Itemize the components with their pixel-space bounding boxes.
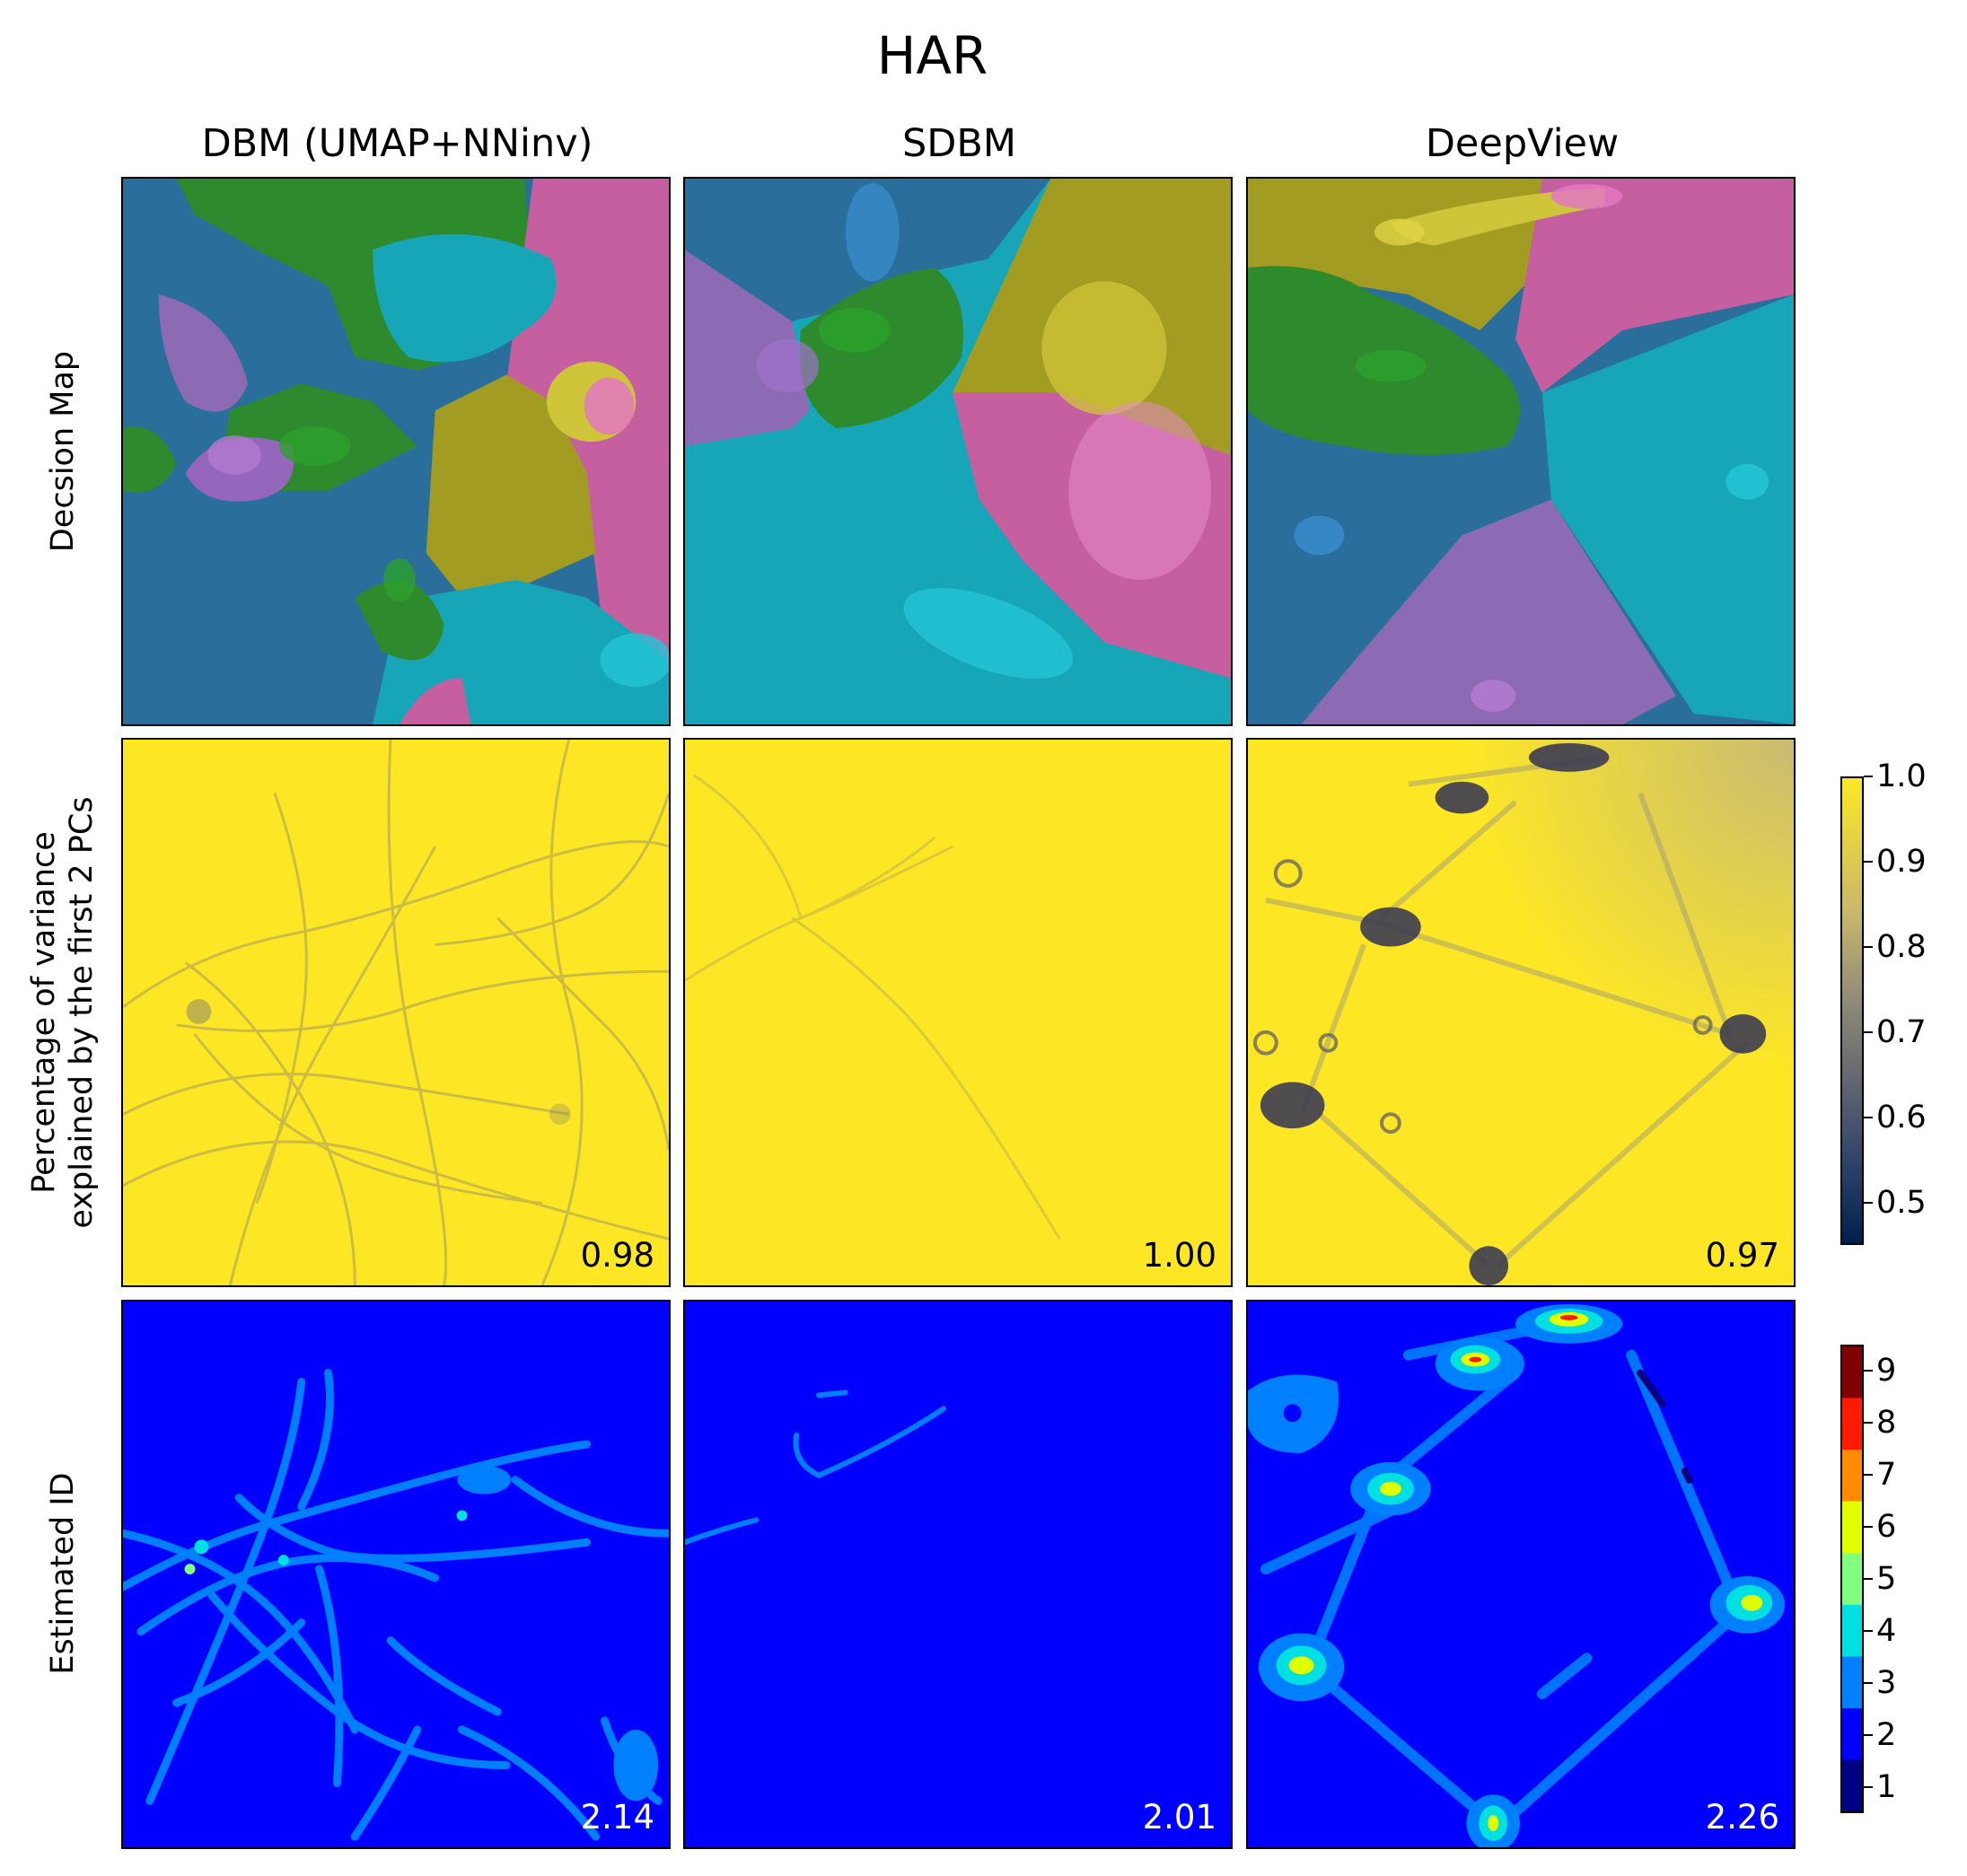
decision-map-deepview-image (1248, 179, 1794, 724)
variance-tick-mark (1864, 860, 1873, 863)
estimated-id-tick-label: 5 (1876, 1561, 1897, 1597)
variance-tick-label: 0.5 (1876, 1184, 1927, 1221)
id-deepview-image (1248, 1302, 1794, 1847)
estimated-id-tick-mark (1864, 1370, 1873, 1372)
row-label-variance: Percentage of variance explained by the … (26, 796, 100, 1229)
estimated-id-tick-mark (1864, 1578, 1873, 1580)
estimated-id-tick-mark (1864, 1526, 1873, 1528)
variance-tick-mark (1864, 1201, 1873, 1204)
estimated-id-tick-mark (1864, 1786, 1873, 1788)
variance-tick-label: 0.9 (1876, 843, 1927, 880)
column-title-deepview: DeepView (1425, 121, 1620, 166)
estimated-id-tick-label: 6 (1876, 1509, 1897, 1545)
variance-deepview-panel: 0.97 (1246, 738, 1796, 1287)
id-deepview-panel: 2.26 (1246, 1300, 1796, 1849)
variance-dbm-image (123, 740, 669, 1285)
estimated-id-tick-label: 2 (1876, 1717, 1897, 1753)
estimated-id-tick-mark (1864, 1474, 1873, 1476)
variance-tick-label: 0.8 (1876, 928, 1927, 965)
id-sdbm-panel: 2.01 (683, 1300, 1233, 1849)
decision-map-dbm-image (123, 179, 669, 724)
column-title-dbm: DBM (UMAP+NNinv) (201, 121, 593, 166)
variance-tick-label: 0.7 (1876, 1013, 1927, 1050)
variance-tick-mark (1864, 1116, 1873, 1118)
variance-sdbm-image (685, 740, 1231, 1285)
variance-tick-label: 1.0 (1876, 758, 1927, 794)
id-sdbm-image (685, 1302, 1231, 1847)
variance-tick-mark (1864, 1030, 1873, 1033)
decision-map-deepview-panel (1246, 177, 1796, 726)
id-dbm-image (123, 1302, 669, 1847)
estimated-id-tick-mark (1864, 1734, 1873, 1736)
estimated-id-colorbar (1840, 1345, 1864, 1813)
variance-tick-label: 0.6 (1876, 1099, 1927, 1135)
variance-deepview-metric: 0.97 (1705, 1236, 1779, 1275)
row-label-decision-map: Decsion Map (45, 350, 81, 553)
variance-tick-mark (1864, 945, 1873, 948)
row-label-estimated-id: Estimated ID (45, 1472, 81, 1675)
estimated-id-tick-label: 7 (1876, 1457, 1897, 1493)
variance-dbm-panel: 0.98 (121, 738, 671, 1287)
decision-map-dbm-panel (121, 177, 671, 726)
column-title-sdbm: SDBM (901, 121, 1016, 166)
decision-map-sdbm-panel (683, 177, 1233, 726)
id-dbm-panel: 2.14 (121, 1300, 671, 1849)
id-sdbm-metric: 2.01 (1142, 1798, 1216, 1837)
estimated-id-tick-label: 8 (1876, 1405, 1897, 1441)
estimated-id-tick-mark (1864, 1682, 1873, 1684)
id-dbm-metric: 2.14 (580, 1798, 654, 1837)
variance-sdbm-panel: 1.00 (683, 738, 1233, 1287)
estimated-id-tick-label: 3 (1876, 1665, 1897, 1701)
variance-tick-mark (1864, 776, 1873, 777)
estimated-id-tick-mark (1864, 1422, 1873, 1424)
variance-dbm-metric: 0.98 (580, 1236, 654, 1275)
variance-deepview-image (1248, 740, 1794, 1285)
id-deepview-metric: 2.26 (1705, 1798, 1779, 1837)
estimated-id-tick-label: 1 (1876, 1769, 1897, 1805)
estimated-id-tick-mark (1864, 1630, 1873, 1632)
variance-colorbar (1840, 776, 1864, 1245)
estimated-id-tick-label: 9 (1876, 1353, 1897, 1389)
estimated-id-tick-label: 4 (1876, 1613, 1897, 1649)
variance-sdbm-metric: 1.00 (1142, 1236, 1216, 1275)
figure-title: HAR (876, 25, 988, 86)
decision-map-sdbm-image (685, 179, 1231, 724)
